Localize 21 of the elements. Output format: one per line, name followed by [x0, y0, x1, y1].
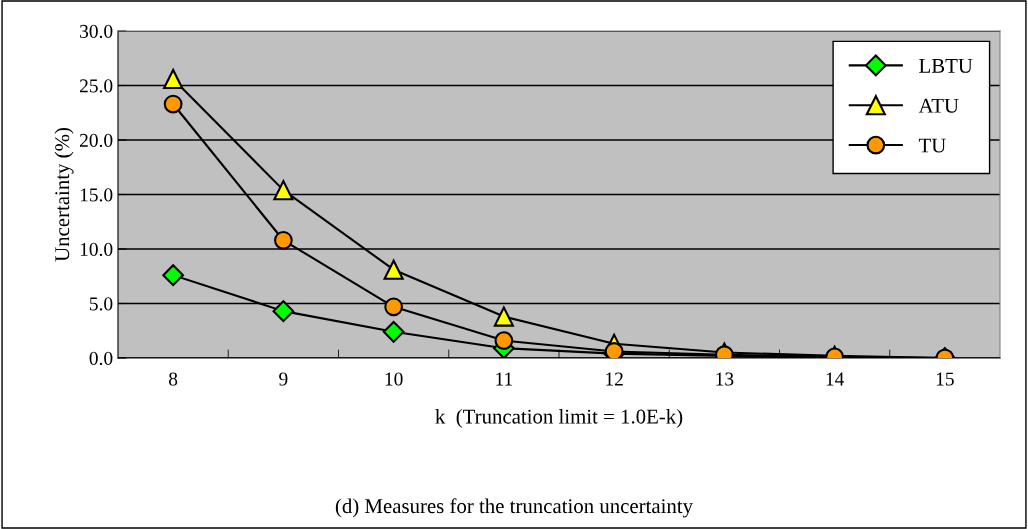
- y-tick-label: 0.0: [89, 351, 113, 366]
- legend-label: LBTU: [919, 59, 973, 73]
- x-tick-label: 14: [826, 372, 845, 386]
- legend-label: TU: [918, 138, 946, 153]
- x-tick-label: 11: [496, 372, 513, 386]
- x-tick-label: 13: [716, 372, 734, 386]
- x-tick-label: 10: [385, 372, 403, 386]
- x-tick-label: 8: [169, 372, 178, 386]
- y-tick-label: 5.0: [89, 297, 113, 311]
- x-tick-label: 12: [606, 372, 623, 386]
- y-tick-label: 15.0: [80, 188, 113, 202]
- y-tick-label: 25.0: [79, 79, 113, 93]
- x-tick-label: 15: [936, 372, 954, 386]
- y-tick-label: 10.0: [80, 242, 113, 257]
- text: (d) Measures for the truncation uncertainty: [335, 498, 693, 518]
- y-axis-title: Uncertainty (%): [54, 128, 74, 262]
- x-axis-title: k (Truncation limit = 1.0E-k): [435, 408, 683, 428]
- legend-label: ATU: [918, 98, 959, 113]
- y-tick-label: 30.0: [80, 24, 113, 39]
- y-tick-label: 20.0: [79, 133, 113, 148]
- x-tick-label: 9: [279, 372, 288, 386]
